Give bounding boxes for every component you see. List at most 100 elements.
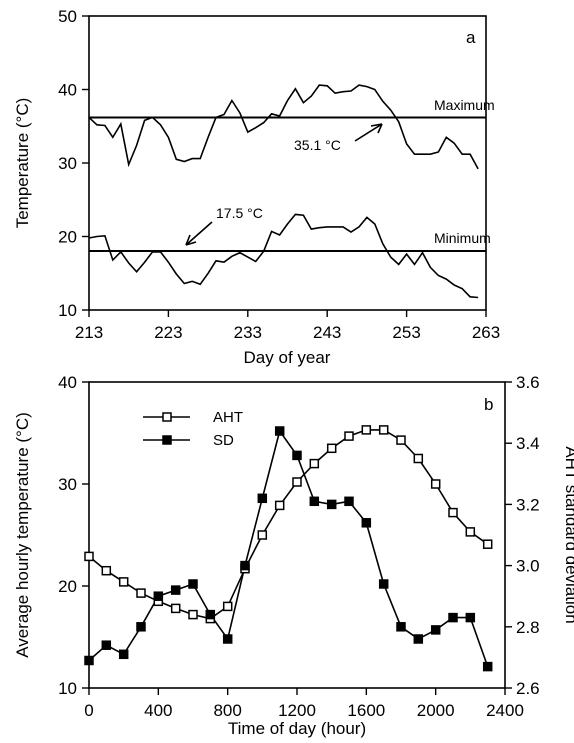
- aht-point: [413, 453, 424, 464]
- sd-point: [465, 612, 476, 623]
- panel-a-y-tick-label: 50: [58, 7, 77, 26]
- panel-a-x-tick-label: 213: [75, 323, 103, 342]
- sd-point: [344, 496, 354, 507]
- max-annotation-arrow: [354, 123, 383, 142]
- panel-b-y-axis-title: Average hourly temperature (°C): [13, 412, 32, 658]
- sd-point: [118, 649, 129, 660]
- sd-point: [205, 609, 216, 620]
- sd-point: [101, 640, 112, 650]
- panel-a-letter: a: [466, 28, 476, 47]
- panel-b-x-tick-label: 2000: [417, 701, 455, 720]
- aht-point: [448, 507, 458, 518]
- sd-point: [413, 634, 424, 644]
- panel-b-y-tick-label: 40: [58, 373, 77, 392]
- panel-a-x-tick-label: 223: [154, 323, 182, 342]
- aht-point: [361, 425, 372, 435]
- aht-point: [378, 425, 389, 435]
- maximum-label: Maximum: [434, 97, 495, 113]
- aht-point: [170, 603, 181, 614]
- panel-a-x-tick-label: 233: [234, 323, 262, 342]
- panel-b-x-tick-label: 0: [84, 701, 93, 720]
- panel-b-letter: b: [484, 395, 493, 414]
- panel-a-y-axis-title: Temperature (°C): [13, 98, 32, 229]
- panel-b-y2-axis-title: AHT standard deviation: [562, 446, 574, 623]
- panel-a: 213 223 233 243 253 263 10 20 30 40 50 a Maximum M…: [13, 7, 500, 367]
- sd-point: [292, 450, 302, 461]
- panel-a-plot-frame: [88, 15, 487, 311]
- daily-minimum-series: [88, 213, 479, 299]
- sd-point: [240, 560, 250, 571]
- panel-b-x-tick-label: 400: [144, 701, 172, 720]
- aht-point: [482, 539, 493, 549]
- panel-b-y2-tick-label: 3.4: [516, 434, 540, 453]
- panel-a-x-tick-label: 253: [392, 323, 420, 342]
- legend-aht-marker: [162, 412, 172, 422]
- panel-b-x-tick-label: 1200: [278, 701, 316, 720]
- panel-a-y-tick-label: 20: [58, 228, 77, 247]
- sd-series-line: [88, 429, 489, 667]
- panel-a-y-tick-label: 30: [58, 154, 77, 173]
- sd-point: [448, 612, 458, 623]
- sd-point: [274, 426, 285, 436]
- sd-point: [136, 622, 146, 632]
- panel-a-y-tick-label: 40: [58, 81, 77, 100]
- panel-b-y2-tick-label: 2.6: [516, 679, 540, 698]
- aht-point: [257, 530, 268, 540]
- panel-b-y2-tick-label: 3.6: [516, 373, 540, 392]
- aht-point: [326, 443, 337, 454]
- sd-point: [396, 622, 406, 632]
- sd-point: [222, 634, 233, 644]
- legend-sd-marker: [162, 435, 172, 445]
- panel-a-x-axis-title: Day of year: [244, 348, 331, 367]
- aht-series-line: [88, 429, 489, 620]
- min-annotation-arrow: [185, 221, 213, 246]
- min-annotation-text: 17.5 °C: [216, 205, 263, 221]
- panel-b-plot-frame: [88, 381, 506, 689]
- sd-point: [309, 496, 320, 507]
- panel-b-x-tick-label: 1600: [347, 701, 385, 720]
- sd-point: [84, 655, 94, 666]
- panel-b-x-tick-label: 800: [213, 701, 241, 720]
- panel-b: 0 400 800 1200 1600 2000 2400 10 20 30 40 2.6 2.8 3.0…: [13, 373, 574, 738]
- minimum-label: Minimum: [434, 230, 491, 246]
- sd-point: [361, 518, 372, 528]
- sd-point: [170, 585, 181, 595]
- panel-b-x-tick-label: 2400: [486, 701, 524, 720]
- panel-b-y-tick-label: 20: [58, 577, 77, 596]
- sd-point: [326, 499, 337, 510]
- aht-point: [344, 431, 354, 441]
- panel-b-y-tick-label: 10: [58, 679, 77, 698]
- sd-point: [430, 625, 441, 635]
- legend-aht-label: AHT: [213, 409, 243, 426]
- aht-point: [274, 500, 285, 511]
- aht-series-markers: [84, 425, 493, 624]
- panel-b-ticks: 0 400 800 1200 1600 2000 2400 10 20 30 40 2.6 2.8 3.0…: [58, 373, 540, 720]
- panel-a-y-tick-label: 10: [58, 301, 77, 320]
- aht-point: [396, 435, 406, 445]
- panel-a-x-tick-label: 243: [313, 323, 341, 342]
- aht-point: [292, 477, 302, 487]
- aht-point: [222, 601, 233, 612]
- daily-maximum-series: [88, 84, 479, 170]
- panel-b-x-axis-title: Time of day (hour): [228, 719, 366, 738]
- aht-point: [188, 609, 198, 620]
- panel-b-y-tick-label: 30: [58, 475, 77, 494]
- aht-point: [309, 458, 320, 469]
- legend: AHT SD: [143, 409, 243, 449]
- panel-b-y2-tick-label: 2.8: [516, 618, 540, 637]
- aht-point: [430, 479, 441, 489]
- panel-a-x-tick-label: 263: [472, 323, 500, 342]
- aht-point: [84, 551, 94, 562]
- sd-point: [257, 493, 268, 504]
- sd-point: [378, 579, 389, 589]
- panel-b-y2-tick-label: 3.0: [516, 557, 540, 576]
- panel-a-ticks: 213 223 233 243 253 263 10 20 30 40 50: [58, 7, 500, 342]
- sd-point: [188, 579, 198, 589]
- sd-point: [482, 661, 493, 672]
- aht-point: [136, 588, 146, 598]
- aht-point: [465, 527, 476, 537]
- legend-sd-label: SD: [213, 432, 234, 449]
- max-annotation-text: 35.1 °C: [294, 137, 341, 153]
- sd-point: [153, 591, 164, 601]
